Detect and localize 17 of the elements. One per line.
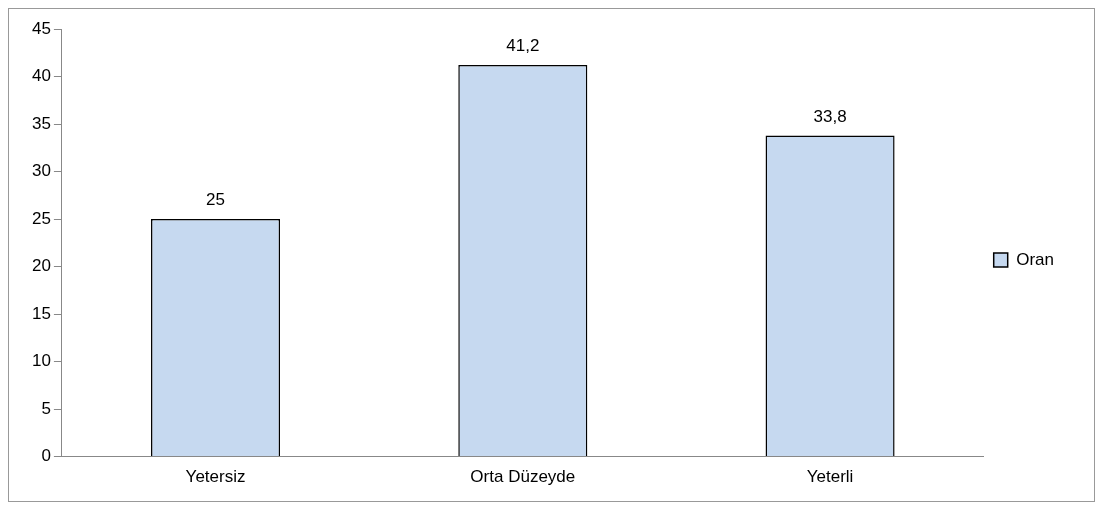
y-tick-label: 45 xyxy=(31,18,51,38)
y-tick-label: 25 xyxy=(31,208,51,228)
data-label: 33,8 xyxy=(813,106,847,126)
y-tick-label: 35 xyxy=(31,113,51,133)
x-tick-label: Orta Düzeyde xyxy=(470,467,576,487)
y-tick-label: 10 xyxy=(31,351,51,371)
data-label: 41,2 xyxy=(506,36,540,56)
legend-label: Oran xyxy=(1016,249,1054,269)
y-tick-label: 30 xyxy=(31,161,51,181)
y-tick-label: 40 xyxy=(31,66,51,86)
data-label: 25 xyxy=(206,190,225,210)
y-tick-label: 0 xyxy=(41,446,51,466)
x-tick-label: Yeterli xyxy=(806,467,854,487)
y-tick-label: 5 xyxy=(41,398,51,418)
y-tick-label: 20 xyxy=(31,256,51,276)
y-tick-label: 15 xyxy=(31,303,51,323)
x-tick-label: Yetersiz xyxy=(185,467,246,487)
